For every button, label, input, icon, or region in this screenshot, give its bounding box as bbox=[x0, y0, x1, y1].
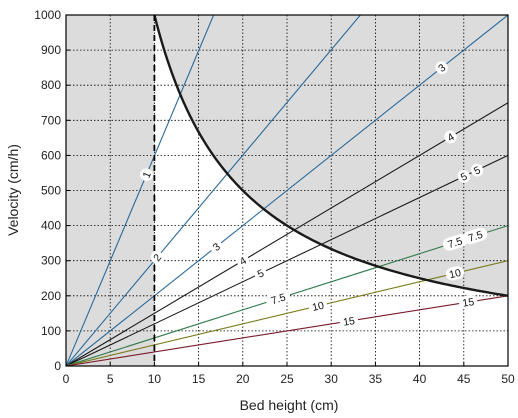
line-label-10: 10 bbox=[445, 266, 465, 281]
boundary-curve bbox=[153, 15, 508, 297]
x-tick-label: 30 bbox=[325, 372, 339, 386]
x-tick-label: 0 bbox=[63, 372, 70, 386]
line-label-text: 7.5 bbox=[270, 291, 288, 307]
line-label-text: 10 bbox=[448, 267, 462, 281]
line-label-15: 15 bbox=[459, 295, 478, 310]
line-label-7-5: 7.5 bbox=[266, 290, 291, 307]
series-line-5 bbox=[66, 154, 508, 366]
y-tick-label: 800 bbox=[41, 78, 61, 92]
y-tick-label: 700 bbox=[41, 113, 61, 127]
line-label-text: 15 bbox=[342, 315, 356, 329]
x-tick-label: 45 bbox=[457, 372, 471, 386]
line-label-text: 5 bbox=[472, 164, 483, 177]
series-line-4 bbox=[66, 102, 508, 366]
x-tick-label: 10 bbox=[148, 372, 162, 386]
series-line-15 bbox=[66, 295, 508, 366]
line-label-text: 4 bbox=[238, 255, 249, 268]
y-tick-label: 600 bbox=[41, 148, 61, 162]
line-label-text: 5 bbox=[459, 170, 470, 183]
series-line-2 bbox=[66, 15, 361, 366]
line-label-3: 3 bbox=[210, 240, 223, 254]
line-label-7-5: 7.5 bbox=[442, 234, 467, 251]
x-axis-label: Bed height (cm) bbox=[240, 397, 339, 413]
line-label-text: 5 bbox=[256, 267, 267, 280]
line-label-4: 4 bbox=[236, 254, 250, 268]
line-label-text: 7.5 bbox=[446, 235, 464, 251]
series-line-1 bbox=[66, 15, 215, 366]
x-tick-label: 5 bbox=[107, 372, 114, 386]
axes: 0 5 10 15 20 25 30 35 40 45 5001002003004005006007… bbox=[34, 8, 515, 386]
line-label-text: 7.5 bbox=[467, 229, 485, 245]
line-label-15: 15 bbox=[339, 314, 359, 329]
x-tick-label: 40 bbox=[413, 372, 427, 386]
line-label-1: 1 bbox=[139, 168, 154, 181]
x-tick-label: 15 bbox=[192, 372, 206, 386]
x-tick-label: 35 bbox=[369, 372, 383, 386]
y-tick-label: 1000 bbox=[34, 8, 61, 22]
series-line-3 bbox=[66, 15, 508, 366]
line-label-10: 10 bbox=[308, 298, 328, 314]
y-tick-label: 500 bbox=[41, 184, 61, 198]
y-tick-label: 300 bbox=[41, 254, 61, 268]
y-tick-label: 400 bbox=[41, 219, 61, 233]
line-label-7-5: 7.5 bbox=[463, 227, 488, 245]
line-label-text: 1 bbox=[141, 170, 154, 180]
y-tick-label: 200 bbox=[41, 289, 61, 303]
line-label-5: 5 bbox=[470, 163, 484, 178]
line-label-text: 4 bbox=[445, 131, 456, 144]
line-label-5: 5 bbox=[254, 266, 267, 281]
line-label-2: 2 bbox=[150, 251, 164, 264]
y-axis-label: Velocity (cm/h) bbox=[5, 144, 21, 236]
line-label-3: 3 bbox=[435, 61, 448, 75]
line-label-text: 15 bbox=[462, 296, 476, 310]
x-tick-label: 20 bbox=[236, 372, 250, 386]
series-line-10 bbox=[66, 260, 508, 366]
x-tick-label: 25 bbox=[280, 372, 294, 386]
y-tick-label: 100 bbox=[41, 324, 61, 338]
y-tick-label: 900 bbox=[41, 43, 61, 57]
x-tick-label: 50 bbox=[501, 372, 515, 386]
line-label-text: 10 bbox=[311, 300, 325, 314]
y-tick-label: 0 bbox=[54, 359, 61, 373]
line-label-4: 4 bbox=[444, 130, 457, 144]
line-label-5: 5 bbox=[457, 170, 470, 184]
